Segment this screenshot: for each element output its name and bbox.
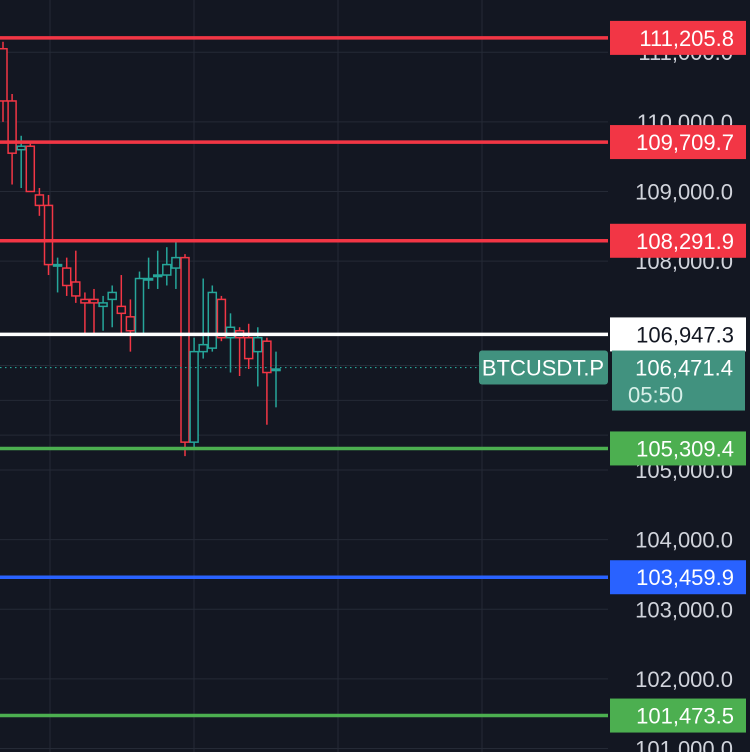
candle: [134, 271, 145, 335]
candle-series: [0, 41, 281, 457]
candle: [162, 247, 172, 286]
candle: [52, 257, 63, 293]
candle-body: [0, 47, 8, 102]
candle-body: [198, 343, 208, 353]
candle: [71, 250, 81, 303]
candle: [243, 323, 254, 370]
candle-body: [171, 256, 181, 269]
symbol-label: BTCUSDT.P: [482, 356, 604, 381]
candle-body: [143, 277, 154, 281]
candle: [16, 135, 26, 188]
level-price-label: 109,709.7: [636, 130, 734, 155]
candle: [7, 94, 17, 185]
candle-body: [107, 291, 117, 301]
last-price-badge: [612, 350, 745, 411]
candle-body: [52, 263, 63, 267]
candle: [98, 295, 108, 331]
level-price-badge: [610, 698, 746, 733]
candle: [271, 351, 281, 408]
price-tick-label: 101,000.0: [635, 737, 733, 752]
candle: [225, 313, 236, 373]
level-price-label: 101,473.5: [636, 704, 734, 729]
level-price-badge: [610, 560, 746, 595]
level-badges: 111,205.8 109,709.7 108,291.9 106,947.3 105,…: [610, 20, 746, 733]
level-price-badge: [610, 317, 746, 352]
candle: [189, 337, 199, 450]
candle-body: [116, 305, 127, 315]
candle-body: [207, 291, 218, 349]
level-price-badge: [610, 125, 746, 160]
level-price-label: 103,459.9: [636, 565, 734, 590]
candle-body: [162, 263, 172, 276]
candle: [107, 285, 117, 328]
candle-body: [262, 340, 272, 374]
candle: [116, 275, 127, 335]
candle-body: [243, 336, 254, 360]
candle-body: [125, 316, 136, 332]
price-tick-label: 104,000.0: [635, 528, 733, 553]
candle-body: [43, 204, 54, 266]
candle-body: [25, 145, 36, 193]
candle: [262, 337, 272, 425]
candle-body: [61, 267, 72, 287]
candle-body: [134, 277, 145, 335]
candle: [198, 278, 208, 359]
candle-body: [225, 326, 236, 339]
price-tick-label: 103,000.0: [635, 597, 733, 622]
candle-body: [98, 302, 108, 308]
level-price-label: 108,291.9: [636, 229, 734, 254]
candle-body: [71, 281, 81, 297]
level-price-label: 106,947.3: [636, 322, 734, 347]
level-price-badge: [610, 431, 746, 466]
candle: [125, 299, 136, 352]
candle-body: [253, 336, 263, 353]
candle: [43, 194, 54, 276]
horizontal-levels[interactable]: [0, 36, 608, 718]
last-price-label: 106,471.4: [635, 356, 733, 381]
level-price-badge: [610, 20, 746, 55]
candle: [253, 327, 263, 387]
last-price-marker: BTCUSDT.P 106,471.4 05:50: [479, 350, 745, 411]
candle: [34, 188, 45, 216]
symbol-tag: [479, 350, 608, 385]
candle-body: [16, 145, 26, 151]
candle-body: [34, 194, 45, 207]
candle: [207, 285, 218, 352]
level-price-label: 105,309.4: [636, 436, 734, 461]
candle: [0, 41, 8, 122]
candle-body: [189, 350, 199, 443]
candle-body: [80, 298, 90, 304]
candle-body: [216, 298, 227, 339]
candle: [80, 292, 90, 335]
candle-body: [271, 368, 281, 372]
level-price-label: 111,205.8: [639, 26, 734, 51]
candle: [143, 257, 154, 289]
price-tick-label: 102,000.0: [635, 667, 733, 692]
candle: [25, 142, 36, 193]
bar-countdown: 05:50: [628, 383, 683, 408]
candle-body: [7, 100, 17, 154]
candle-body: [180, 256, 190, 443]
candle: [89, 288, 99, 335]
candle-body: [152, 274, 163, 278]
candle-body: [89, 298, 99, 304]
price-tick-label: 109,000.0: [635, 179, 733, 204]
level-price-badge: [610, 223, 746, 258]
candle: [180, 254, 190, 457]
candle: [61, 257, 72, 296]
candle: [171, 240, 181, 289]
candle: [152, 250, 163, 289]
